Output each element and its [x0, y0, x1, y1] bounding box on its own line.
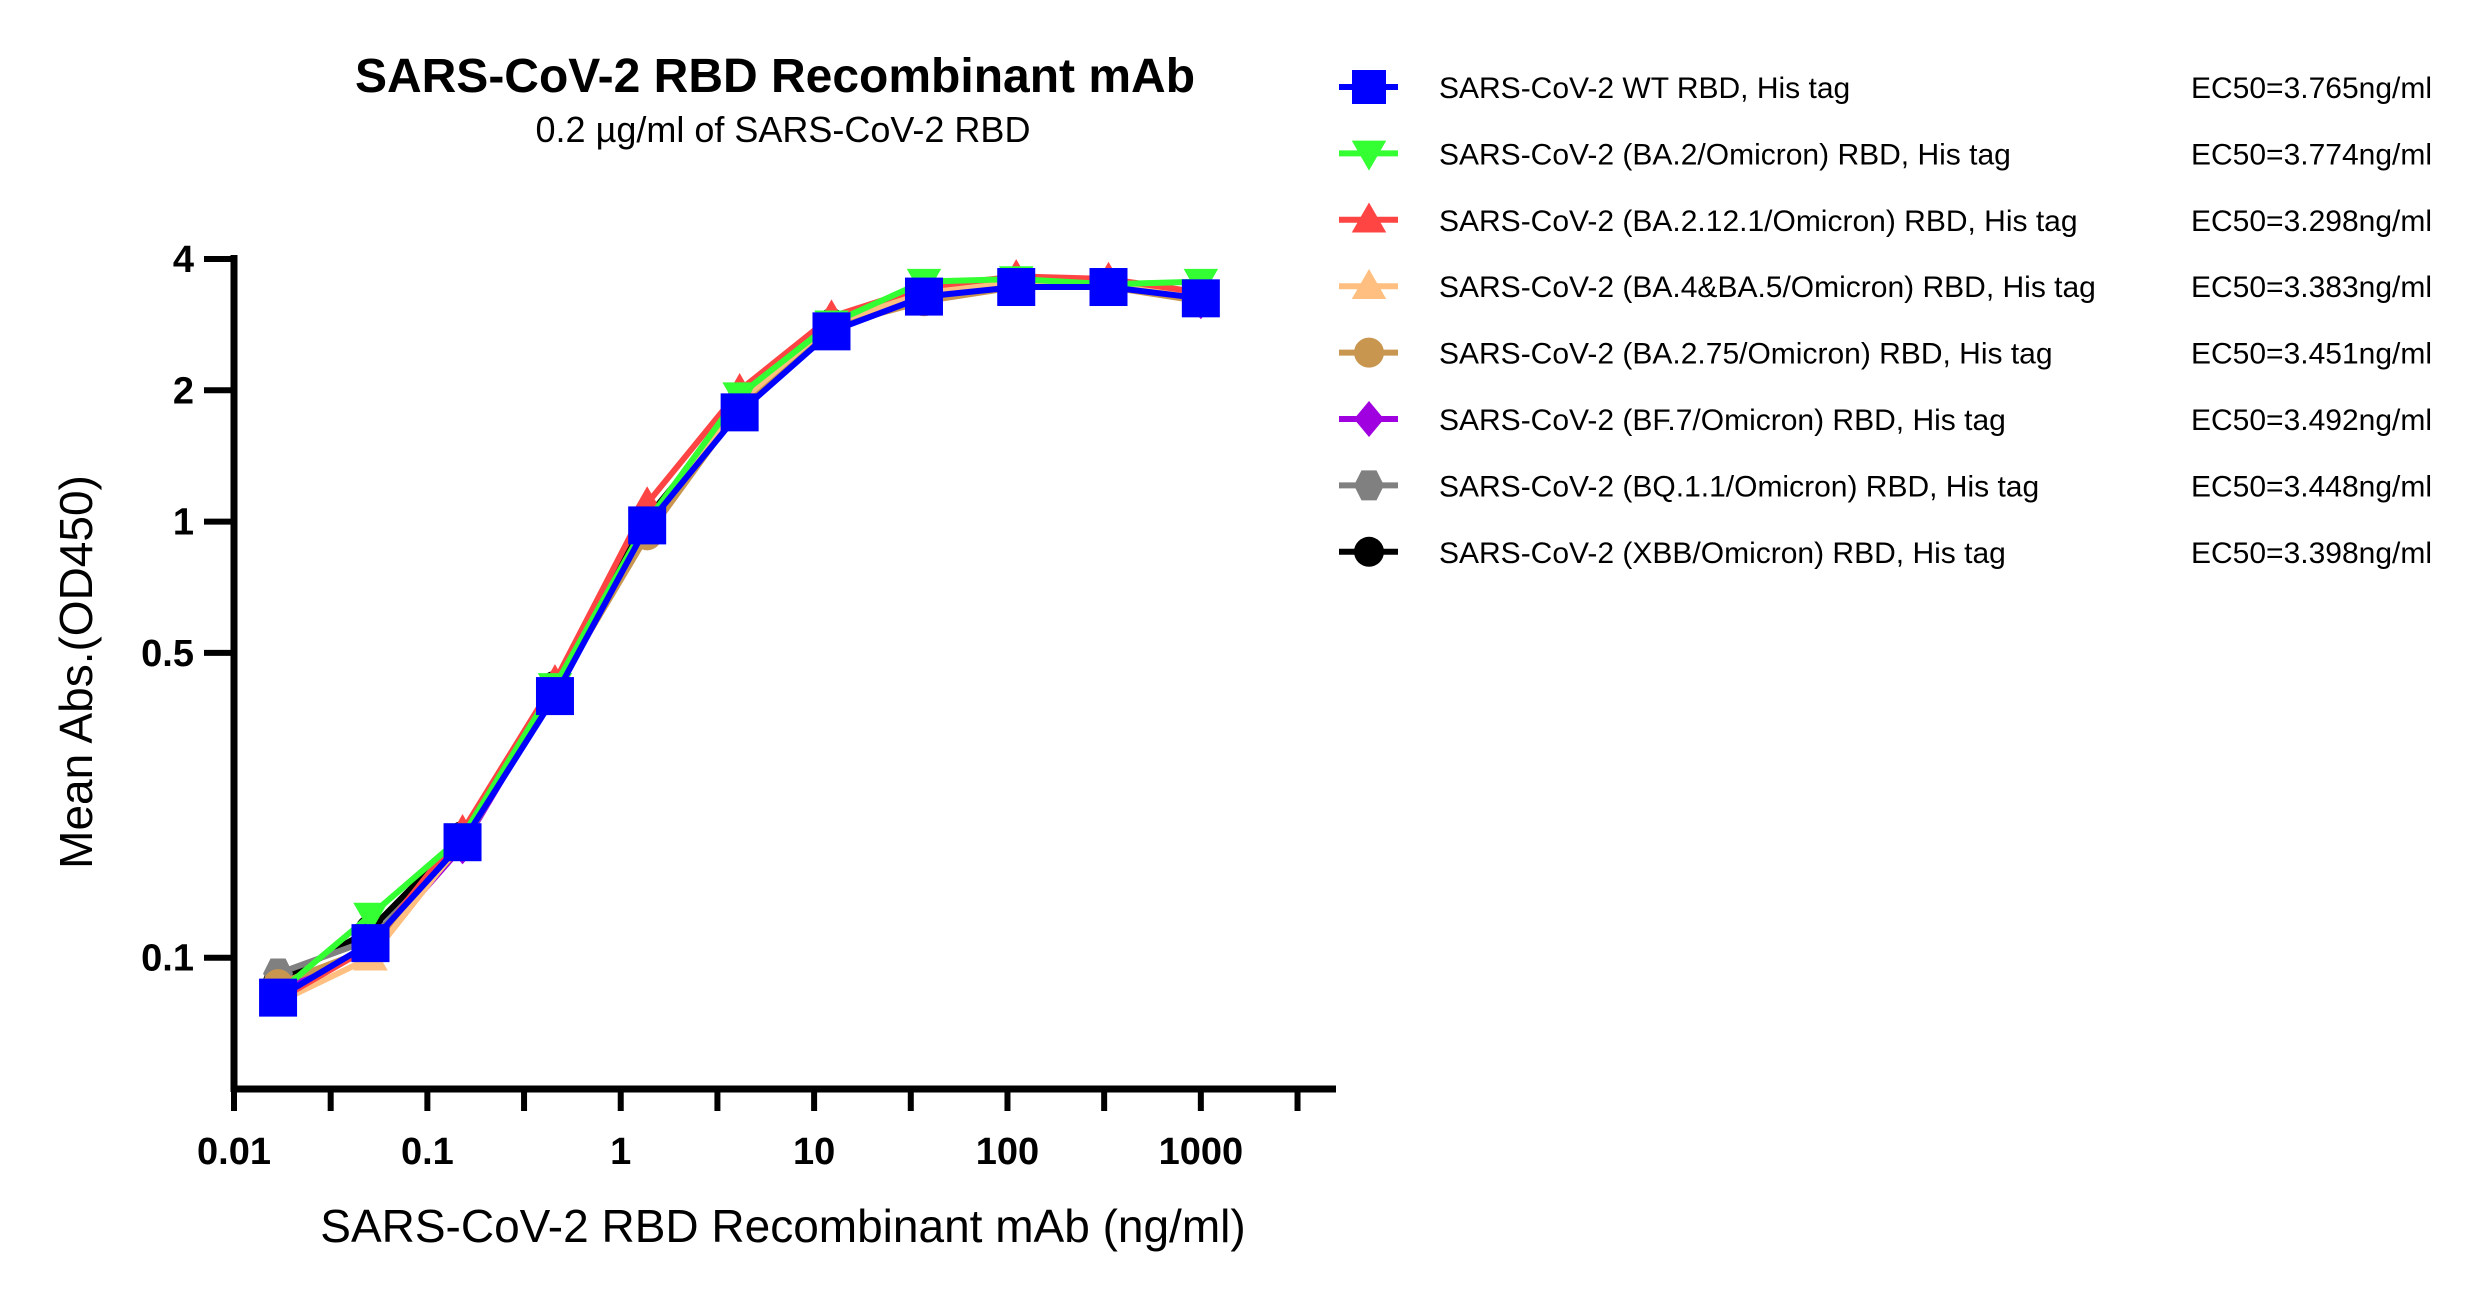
legend-label: SARS-CoV-2 (BA.4&BA.5/Omicron) RBD, His … [1439, 271, 2096, 304]
legend-item: SARS-CoV-2 (BQ.1.1/Omicron) RBD, His tag… [1339, 470, 2432, 503]
x-tick-label: 0.1 [401, 1131, 454, 1173]
legend-triangle-up-icon [1351, 202, 1387, 233]
legend-item: SARS-CoV-2 (BA.2/Omicron) RBD, His tag EC… [1339, 138, 2432, 171]
legend-label: SARS-CoV-2 (BA.2.12.1/Omicron) RBD, His … [1439, 205, 2078, 238]
legend-diamond-icon [1354, 401, 1384, 437]
data-point [720, 393, 759, 432]
legend-ec50: EC50=3.492ng/ml [2191, 404, 2432, 437]
data-point [353, 902, 388, 933]
legend-label: SARS-CoV-2 WT RBD, His tag [1439, 72, 1850, 105]
legend-circle-icon [1354, 536, 1384, 567]
legend-label: SARS-CoV-2 (BA.2.75/Omicron) RBD, His ta… [1439, 338, 2053, 371]
legend-ec50: EC50=3.451ng/ml [2191, 338, 2432, 371]
legend-label: SARS-CoV-2 (XBB/Omicron) RBD, His tag [1439, 537, 2006, 570]
data-point [1181, 279, 1220, 318]
legend-label: SARS-CoV-2 (BA.2/Omicron) RBD, His tag [1439, 138, 2011, 171]
legend-square-icon [1352, 70, 1386, 104]
legend-triangle-up-icon [1351, 268, 1387, 299]
x-tick-label: 100 [976, 1131, 1039, 1173]
legend-item: SARS-CoV-2 (BA.2.12.1/Omicron) RBD, His … [1339, 202, 2432, 238]
legend-item: SARS-CoV-2 (BF.7/Omicron) RBD, His tag EC… [1339, 401, 2432, 437]
y-tick-label: 4 [173, 239, 194, 281]
legend-ec50: EC50=3.398ng/ml [2191, 537, 2432, 570]
data-point [259, 978, 298, 1017]
legend-triangle-down-icon [1351, 140, 1387, 171]
y-tick-label: 2 [173, 370, 194, 412]
legend: SARS-CoV-2 WT RBD, His tag EC50=3.765ng/m… [1339, 70, 2432, 570]
x-tick-label: 10 [793, 1131, 835, 1173]
data-point [535, 677, 574, 716]
legend-item: SARS-CoV-2 (XBB/Omicron) RBD, His tag EC5… [1339, 536, 2432, 570]
legend-label: SARS-CoV-2 (BF.7/Omicron) RBD, His tag [1439, 404, 2006, 437]
series-7 [259, 268, 1220, 1017]
x-axis-label: SARS-CoV-2 RBD Recombinant mAb (ng/ml) [320, 1200, 1245, 1252]
x-tick-label: 1 [610, 1131, 631, 1173]
legend-ec50: EC50=3.765ng/ml [2191, 72, 2432, 105]
data-point [904, 277, 943, 316]
y-tick-label: 0.1 [141, 938, 194, 980]
axes: 0.01 0.1 1 10 100 1000 0.1 0.5 1 2 4 [141, 239, 1336, 1173]
y-tick-label: 1 [173, 502, 194, 544]
data-point [628, 506, 667, 545]
legend-item: SARS-CoV-2 (BA.2.75/Omicron) RBD, His ta… [1339, 337, 2432, 371]
data-point [812, 312, 851, 351]
legend-ec50: EC50=3.448ng/ml [2191, 470, 2432, 503]
legend-ec50: EC50=3.774ng/ml [2191, 138, 2432, 171]
legend-circle-icon [1354, 337, 1384, 368]
data-point [997, 268, 1036, 307]
chart-title: SARS-CoV-2 RBD Recombinant mAb [355, 50, 1195, 103]
legend-ec50: EC50=3.383ng/ml [2191, 271, 2432, 304]
legend-item: SARS-CoV-2 (BA.4&BA.5/Omicron) RBD, His … [1339, 268, 2432, 304]
plot-area [259, 259, 1220, 1017]
legend-item: SARS-CoV-2 WT RBD, His tag EC50=3.765ng/m… [1339, 70, 2432, 105]
data-point [1089, 268, 1128, 307]
data-point [351, 924, 390, 963]
y-axis-label: Mean Abs.(OD450) [50, 475, 102, 869]
chart-subtitle: 0.2 µg/ml of SARS-CoV-2 RBD [536, 109, 1031, 150]
legend-label: SARS-CoV-2 (BQ.1.1/Omicron) RBD, His tag [1439, 470, 2039, 503]
series-5 [260, 259, 1219, 1013]
x-tick-label: 0.01 [197, 1131, 271, 1173]
data-point [443, 823, 482, 862]
y-tick-label: 0.5 [141, 633, 194, 675]
legend-hexagon-icon [1354, 470, 1384, 501]
x-tick-label: 1000 [1159, 1131, 1244, 1173]
legend-ec50: EC50=3.298ng/ml [2191, 205, 2432, 238]
